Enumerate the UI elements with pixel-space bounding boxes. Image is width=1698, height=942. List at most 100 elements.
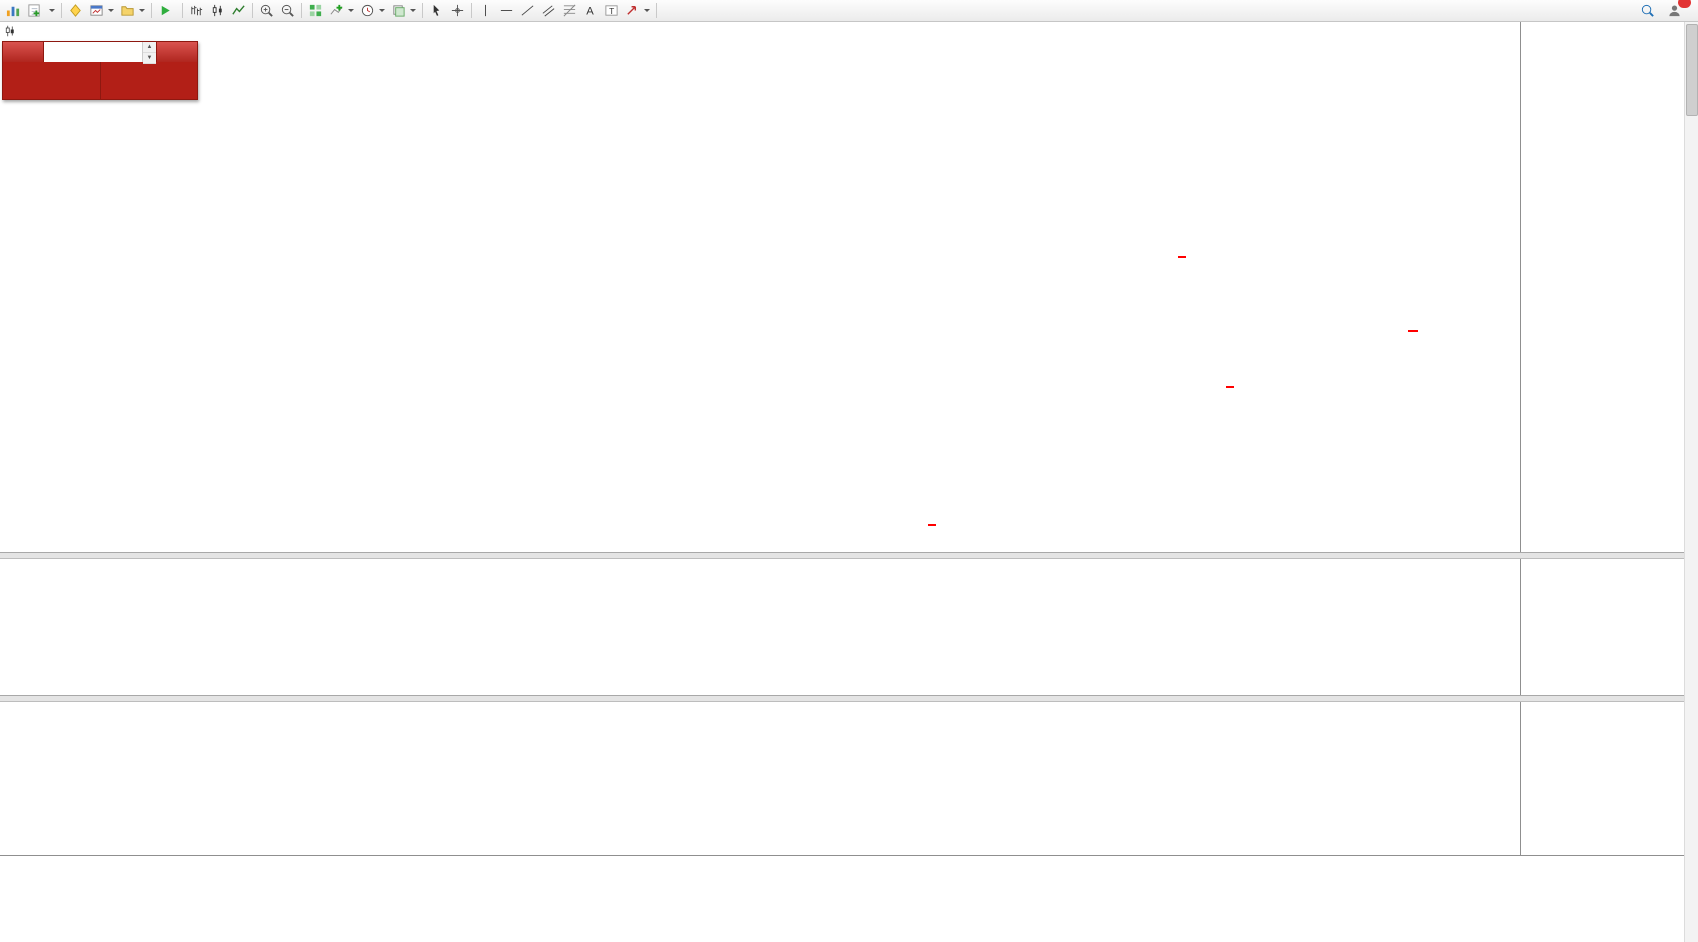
price-axis[interactable] — [1522, 21, 1596, 552]
svg-text:T: T — [609, 6, 614, 16]
autotrading-play-icon — [161, 5, 170, 16]
profiles-folder-icon — [121, 6, 134, 16]
tile-windows-button[interactable] — [305, 2, 326, 19]
price-annotation-dip[interactable] — [1226, 386, 1234, 388]
new-order-caret-icon — [49, 9, 55, 12]
zoom-in-button[interactable] — [256, 2, 277, 19]
bar-chart-button[interactable] — [186, 2, 207, 19]
toolbar-separator — [656, 3, 657, 18]
toolbar-right — [1637, 0, 1698, 19]
horizontal-line-tool[interactable] — [496, 2, 517, 19]
fibonacci-tool[interactable] — [559, 2, 580, 19]
arrows-caret-icon — [644, 9, 650, 12]
symbol-candle-icon — [5, 25, 14, 37]
volume-down-button[interactable]: ▼ — [143, 53, 156, 64]
account-button[interactable] — [1664, 0, 1691, 19]
vertical-scrollbar[interactable] — [1684, 21, 1698, 942]
new-order-button[interactable] — [24, 2, 58, 19]
text-a-icon: A — [586, 6, 594, 18]
zoom-out-icon — [281, 4, 294, 17]
new-order-icon — [28, 4, 40, 17]
search-button[interactable] — [1637, 2, 1658, 19]
rsi-axis[interactable] — [1522, 700, 1596, 855]
autotrading-button[interactable] — [155, 2, 179, 19]
macd-axis[interactable] — [1522, 557, 1596, 695]
candlestick-chart[interactable] — [0, 21, 1520, 552]
indicators-plus-icon — [330, 4, 343, 15]
profiles-button[interactable] — [117, 2, 148, 19]
fibonacci-icon — [563, 4, 576, 17]
chart-window-icon — [90, 5, 103, 16]
arrows-tool[interactable] — [622, 2, 653, 19]
account-icon — [1669, 5, 1680, 17]
cursor-button[interactable] — [426, 2, 447, 19]
line-chart-button[interactable] — [228, 2, 249, 19]
rsi-pane[interactable] — [0, 700, 1520, 855]
channel-icon — [542, 5, 555, 17]
buy-price[interactable] — [101, 62, 198, 99]
bar-chart-icon — [191, 5, 203, 16]
crosshair-icon — [451, 4, 464, 17]
chart-window-button[interactable] — [86, 2, 117, 19]
indicators-caret-icon — [348, 9, 354, 12]
zoom-in-icon — [260, 4, 273, 17]
vertical-line-icon — [485, 4, 486, 17]
horizontal-line-icon — [500, 10, 513, 11]
price-annotation-level[interactable] — [1408, 330, 1418, 332]
toolbar-separator — [252, 3, 253, 18]
candlestick-chart-button[interactable] — [207, 2, 228, 19]
text-label-tool[interactable]: T — [601, 2, 622, 19]
volume-up-button[interactable]: ▲ — [143, 42, 156, 53]
indicators-button[interactable] — [326, 2, 357, 19]
toolbar-separator — [301, 3, 302, 18]
price-annotation-low[interactable] — [928, 524, 936, 526]
templates-caret-icon — [410, 9, 416, 12]
macd-pane[interactable] — [0, 557, 1520, 695]
templates-icon — [393, 5, 405, 17]
main-chart-pane[interactable]: ▲ ▼ — [0, 21, 1520, 552]
channel-tool[interactable] — [538, 2, 559, 19]
vertical-line-tool[interactable] — [475, 2, 496, 19]
templates-button[interactable] — [388, 2, 419, 19]
toolbar-separator — [471, 3, 472, 18]
tile-windows-icon — [309, 4, 322, 17]
search-icon — [1641, 4, 1654, 17]
buy-button[interactable] — [157, 42, 197, 62]
sell-price[interactable] — [3, 62, 101, 99]
rsi-chart[interactable] — [0, 700, 1520, 855]
clock-icon — [361, 4, 374, 17]
zoom-out-button[interactable] — [277, 2, 298, 19]
profiles-caret-icon — [139, 9, 145, 12]
candlestick-icon — [212, 4, 222, 17]
toolbar-separator — [61, 3, 62, 18]
one-click-trading-panel: ▲ ▼ — [2, 41, 198, 100]
symbols-diamond-icon — [70, 4, 81, 17]
svg-text:A: A — [586, 6, 594, 18]
symbols-button[interactable] — [65, 2, 86, 19]
toolbar-separator — [182, 3, 183, 18]
chart-window-caret-icon — [108, 9, 114, 12]
notification-badge — [1678, 0, 1691, 8]
symbol-info — [4, 25, 30, 37]
arrow-shape-icon — [627, 6, 637, 15]
cursor-icon — [433, 4, 440, 16]
trendline-tool[interactable] — [517, 2, 538, 19]
periods-caret-icon — [379, 9, 385, 12]
text-tool[interactable]: A — [580, 2, 601, 19]
scrollbar-thumb[interactable] — [1686, 24, 1698, 116]
time-axis[interactable] — [0, 855, 1698, 876]
crosshair-button[interactable] — [447, 2, 468, 19]
toolbar-separator — [151, 3, 152, 18]
line-chart-icon — [232, 5, 245, 15]
pane-splitter-macd[interactable] — [0, 552, 1698, 559]
periods-button[interactable] — [357, 2, 388, 19]
sell-button[interactable] — [3, 42, 43, 62]
volume-spinner: ▲ ▼ — [142, 42, 156, 64]
text-label-icon: T — [605, 5, 618, 16]
price-annotation-peak[interactable] — [1178, 256, 1186, 258]
pane-splitter-rsi[interactable] — [0, 695, 1698, 702]
volume-field[interactable]: ▲ ▼ — [43, 42, 157, 64]
volume-value[interactable] — [44, 42, 142, 62]
macd-chart[interactable] — [0, 557, 1520, 695]
